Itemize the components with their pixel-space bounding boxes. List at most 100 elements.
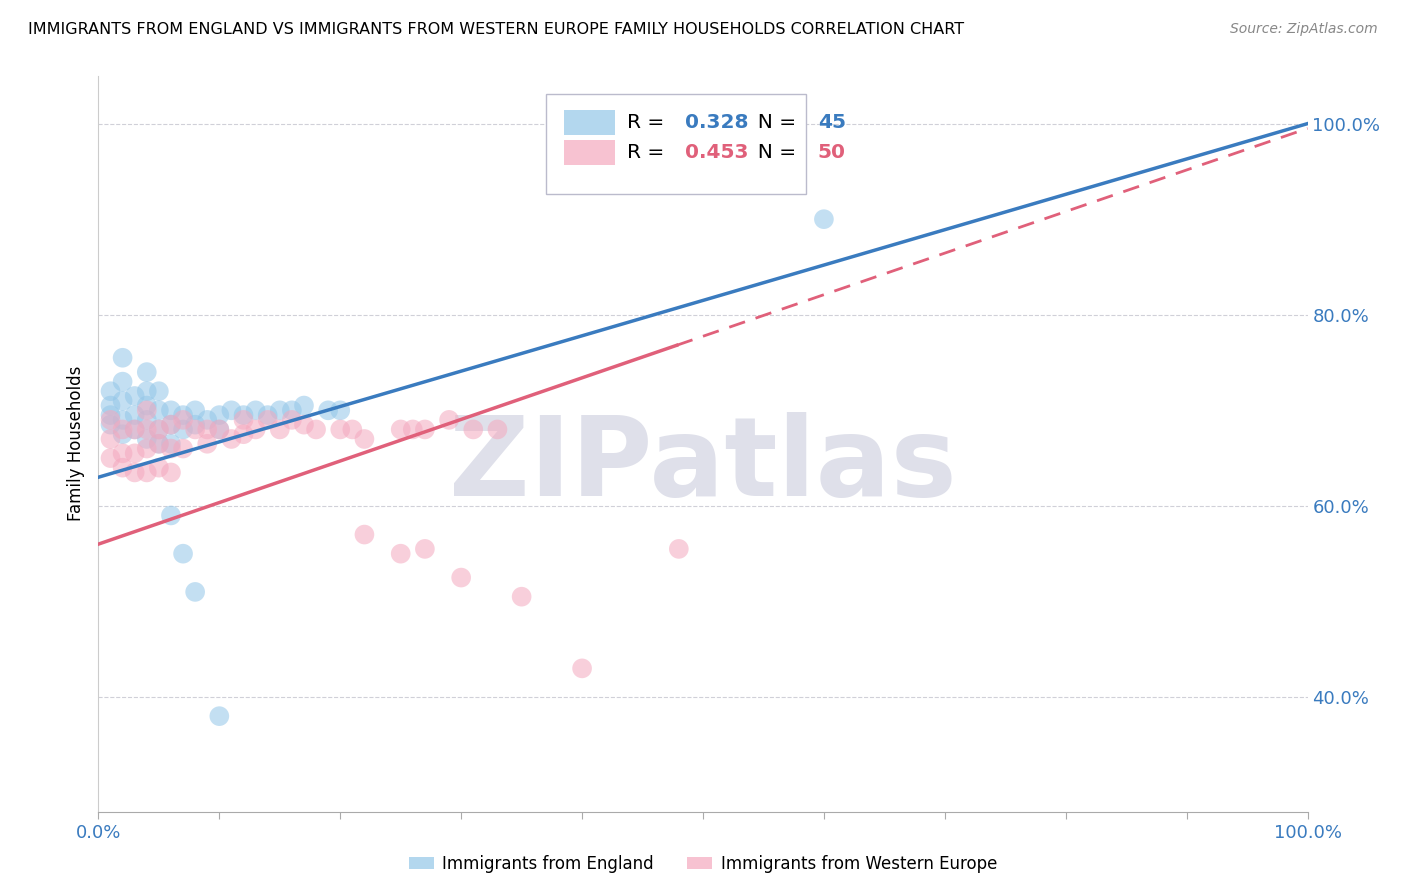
- Point: [245, 422, 267, 436]
- Point: [111, 375, 134, 389]
- Point: [813, 212, 835, 227]
- Point: [135, 384, 157, 399]
- Point: [135, 442, 157, 456]
- Point: [232, 427, 254, 442]
- Point: [111, 413, 134, 427]
- Point: [124, 389, 146, 403]
- Point: [269, 403, 291, 417]
- Point: [124, 422, 146, 436]
- Point: [281, 413, 304, 427]
- Point: [172, 442, 194, 456]
- Point: [111, 393, 134, 408]
- Point: [184, 585, 207, 599]
- Text: R =: R =: [627, 112, 671, 132]
- Text: 45: 45: [818, 112, 846, 132]
- Point: [111, 460, 134, 475]
- Point: [305, 422, 328, 436]
- Point: [172, 422, 194, 436]
- Y-axis label: Family Households: Family Households: [66, 366, 84, 522]
- Point: [100, 432, 122, 446]
- Point: [111, 427, 134, 442]
- Point: [172, 547, 194, 561]
- Point: [124, 446, 146, 460]
- Point: [160, 466, 183, 480]
- Point: [100, 451, 122, 466]
- Point: [135, 413, 157, 427]
- Point: [135, 466, 157, 480]
- Text: N =: N =: [745, 143, 803, 161]
- FancyBboxPatch shape: [546, 95, 806, 194]
- Point: [668, 541, 690, 556]
- Point: [450, 571, 472, 585]
- Point: [148, 403, 170, 417]
- Point: [353, 432, 375, 446]
- Point: [160, 508, 183, 523]
- Text: N =: N =: [745, 112, 803, 132]
- Point: [256, 413, 278, 427]
- Point: [135, 422, 157, 436]
- FancyBboxPatch shape: [564, 110, 614, 135]
- Legend: Immigrants from England, Immigrants from Western Europe: Immigrants from England, Immigrants from…: [402, 848, 1004, 880]
- Point: [124, 466, 146, 480]
- Point: [232, 413, 254, 427]
- Point: [208, 422, 231, 436]
- Point: [292, 417, 315, 432]
- Point: [148, 436, 170, 450]
- Point: [160, 436, 183, 450]
- Point: [571, 661, 593, 675]
- Point: [172, 408, 194, 422]
- Point: [256, 408, 278, 422]
- Point: [232, 408, 254, 422]
- Point: [100, 384, 122, 399]
- Point: [413, 541, 436, 556]
- Point: [437, 413, 460, 427]
- Point: [135, 399, 157, 413]
- Point: [184, 417, 207, 432]
- Text: 0.453: 0.453: [685, 143, 748, 161]
- Point: [195, 422, 218, 436]
- Point: [160, 417, 183, 432]
- Point: [245, 403, 267, 417]
- Point: [148, 422, 170, 436]
- Point: [124, 422, 146, 436]
- Point: [172, 413, 194, 427]
- Point: [292, 399, 315, 413]
- Point: [111, 446, 134, 460]
- Point: [510, 590, 533, 604]
- Point: [329, 422, 352, 436]
- Point: [100, 413, 122, 427]
- Point: [124, 408, 146, 422]
- Point: [281, 403, 304, 417]
- Point: [148, 384, 170, 399]
- Point: [269, 422, 291, 436]
- Point: [486, 422, 509, 436]
- Point: [160, 417, 183, 432]
- Point: [148, 460, 170, 475]
- Point: [208, 422, 231, 436]
- Point: [160, 442, 183, 456]
- Point: [353, 527, 375, 541]
- Text: IMMIGRANTS FROM ENGLAND VS IMMIGRANTS FROM WESTERN EUROPE FAMILY HOUSEHOLDS CORR: IMMIGRANTS FROM ENGLAND VS IMMIGRANTS FR…: [28, 22, 965, 37]
- Point: [135, 432, 157, 446]
- Point: [184, 403, 207, 417]
- Point: [389, 547, 412, 561]
- Point: [100, 408, 122, 422]
- FancyBboxPatch shape: [564, 140, 614, 165]
- Point: [100, 417, 122, 432]
- Point: [195, 413, 218, 427]
- Text: Source: ZipAtlas.com: Source: ZipAtlas.com: [1230, 22, 1378, 37]
- Point: [221, 432, 243, 446]
- Text: ZIPatlas: ZIPatlas: [449, 412, 957, 519]
- Text: R =: R =: [627, 143, 671, 161]
- Point: [148, 436, 170, 450]
- Point: [463, 422, 485, 436]
- Point: [342, 422, 364, 436]
- Point: [111, 422, 134, 436]
- Point: [389, 422, 412, 436]
- Point: [148, 422, 170, 436]
- Point: [135, 365, 157, 379]
- Point: [184, 422, 207, 436]
- Point: [135, 403, 157, 417]
- Point: [208, 408, 231, 422]
- Point: [100, 399, 122, 413]
